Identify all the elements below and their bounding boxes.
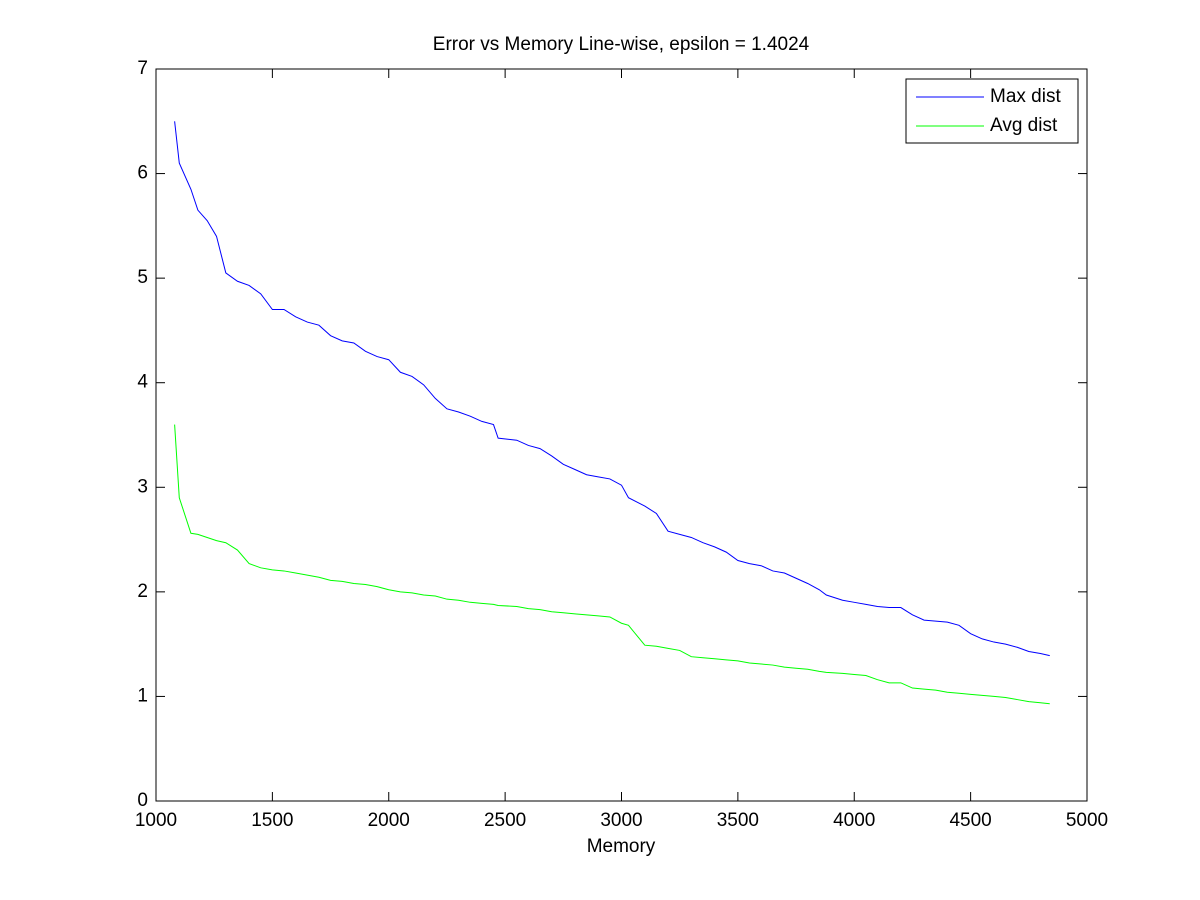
x-tick-label: 1000	[135, 810, 177, 831]
x-tick-label: 4000	[833, 810, 875, 831]
y-tick-label: 5	[137, 267, 148, 288]
y-tick-label: 7	[137, 58, 148, 79]
x-tick-label: 1500	[251, 810, 293, 831]
y-tick-label: 3	[137, 476, 148, 497]
x-tick-label: 4500	[949, 810, 991, 831]
y-tick-label: 4	[137, 372, 148, 393]
x-tick-label: 5000	[1066, 810, 1108, 831]
legend-label: Max dist	[990, 86, 1061, 107]
x-tick-label: 3500	[717, 810, 759, 831]
chart-title: Error vs Memory Line-wise, epsilon = 1.4…	[433, 34, 810, 55]
legend-label: Avg dist	[990, 115, 1058, 136]
data-line	[174, 121, 1050, 657]
legend-box	[905, 78, 1079, 144]
y-tick-label: 6	[137, 163, 148, 184]
x-axis-label: Memory	[587, 836, 656, 857]
y-tick-label: 2	[137, 581, 148, 602]
x-tick-label: 3000	[600, 810, 642, 831]
y-tick-label: 0	[137, 790, 148, 811]
x-tick-label: 2500	[484, 810, 526, 831]
x-tick-label: 2000	[368, 810, 410, 831]
y-tick-label: 1	[137, 685, 148, 706]
data-line	[174, 424, 1050, 705]
